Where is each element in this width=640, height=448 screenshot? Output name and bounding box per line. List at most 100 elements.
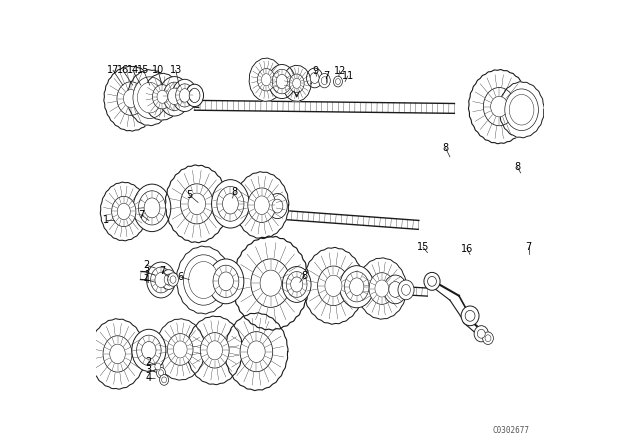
- Ellipse shape: [144, 198, 160, 218]
- Ellipse shape: [170, 276, 176, 283]
- Ellipse shape: [124, 90, 138, 108]
- Ellipse shape: [375, 280, 388, 297]
- Text: 13: 13: [170, 65, 182, 75]
- Ellipse shape: [465, 310, 475, 321]
- Ellipse shape: [286, 271, 307, 297]
- Ellipse shape: [523, 103, 538, 121]
- Polygon shape: [165, 165, 228, 243]
- Ellipse shape: [188, 193, 205, 215]
- Text: 14: 14: [127, 65, 139, 75]
- Text: 2: 2: [143, 260, 149, 270]
- Polygon shape: [235, 172, 289, 239]
- Polygon shape: [100, 182, 147, 241]
- Ellipse shape: [369, 273, 395, 304]
- Text: 15: 15: [417, 242, 429, 252]
- Ellipse shape: [168, 334, 193, 365]
- Text: 9: 9: [312, 66, 319, 76]
- Polygon shape: [90, 319, 145, 389]
- Ellipse shape: [325, 275, 342, 297]
- Polygon shape: [143, 73, 181, 120]
- Ellipse shape: [268, 194, 287, 219]
- Ellipse shape: [292, 78, 301, 88]
- Ellipse shape: [117, 82, 145, 115]
- Ellipse shape: [157, 90, 168, 103]
- Ellipse shape: [272, 69, 292, 94]
- Ellipse shape: [349, 278, 364, 296]
- Ellipse shape: [189, 88, 200, 103]
- Ellipse shape: [517, 96, 544, 128]
- Ellipse shape: [133, 184, 171, 232]
- Ellipse shape: [172, 79, 197, 112]
- Ellipse shape: [189, 262, 218, 298]
- Ellipse shape: [163, 82, 186, 111]
- Ellipse shape: [132, 329, 166, 371]
- Ellipse shape: [340, 266, 374, 308]
- Ellipse shape: [401, 284, 410, 295]
- Text: 3: 3: [143, 267, 149, 277]
- Ellipse shape: [398, 280, 414, 300]
- Ellipse shape: [147, 262, 175, 298]
- Polygon shape: [225, 313, 288, 391]
- Ellipse shape: [180, 184, 213, 224]
- Ellipse shape: [483, 87, 515, 126]
- Ellipse shape: [218, 272, 234, 291]
- Ellipse shape: [157, 367, 165, 378]
- Ellipse shape: [159, 77, 190, 116]
- Ellipse shape: [248, 341, 265, 362]
- Ellipse shape: [321, 77, 328, 85]
- Ellipse shape: [505, 89, 538, 131]
- Ellipse shape: [424, 272, 440, 290]
- Ellipse shape: [161, 270, 177, 289]
- Ellipse shape: [168, 88, 181, 104]
- Polygon shape: [357, 258, 406, 319]
- Ellipse shape: [155, 272, 167, 288]
- Ellipse shape: [117, 203, 131, 220]
- Ellipse shape: [200, 332, 229, 368]
- Text: 3: 3: [146, 365, 152, 375]
- Ellipse shape: [509, 95, 534, 125]
- Ellipse shape: [138, 82, 162, 113]
- Text: 4: 4: [146, 373, 152, 383]
- Ellipse shape: [152, 85, 172, 109]
- Text: 4: 4: [143, 275, 149, 284]
- Polygon shape: [232, 236, 309, 330]
- Text: 16: 16: [116, 65, 129, 75]
- Ellipse shape: [335, 78, 340, 85]
- Ellipse shape: [485, 335, 491, 342]
- Ellipse shape: [103, 336, 132, 372]
- Ellipse shape: [186, 84, 204, 107]
- Text: 7: 7: [139, 210, 145, 220]
- Ellipse shape: [269, 65, 296, 99]
- Ellipse shape: [262, 74, 271, 86]
- Ellipse shape: [319, 73, 330, 88]
- Ellipse shape: [276, 74, 287, 89]
- Ellipse shape: [208, 259, 244, 304]
- Ellipse shape: [133, 77, 166, 118]
- Polygon shape: [282, 65, 311, 101]
- Ellipse shape: [248, 188, 276, 222]
- Ellipse shape: [383, 275, 407, 304]
- Polygon shape: [468, 69, 530, 144]
- Text: 8: 8: [301, 271, 307, 280]
- Ellipse shape: [483, 332, 493, 345]
- Text: 7: 7: [159, 266, 165, 276]
- Text: 8: 8: [231, 187, 237, 197]
- Ellipse shape: [389, 281, 402, 297]
- Ellipse shape: [168, 273, 179, 286]
- Ellipse shape: [175, 84, 194, 107]
- Ellipse shape: [162, 377, 166, 383]
- Ellipse shape: [217, 186, 244, 221]
- Ellipse shape: [317, 266, 349, 306]
- Ellipse shape: [260, 270, 282, 296]
- Polygon shape: [249, 58, 284, 101]
- Ellipse shape: [461, 306, 479, 326]
- Ellipse shape: [159, 375, 168, 385]
- Ellipse shape: [289, 74, 304, 93]
- Text: 8: 8: [514, 162, 520, 172]
- Ellipse shape: [254, 196, 269, 215]
- Ellipse shape: [212, 180, 249, 228]
- Ellipse shape: [152, 360, 163, 373]
- Ellipse shape: [282, 267, 311, 302]
- Ellipse shape: [111, 196, 136, 227]
- Ellipse shape: [291, 277, 303, 292]
